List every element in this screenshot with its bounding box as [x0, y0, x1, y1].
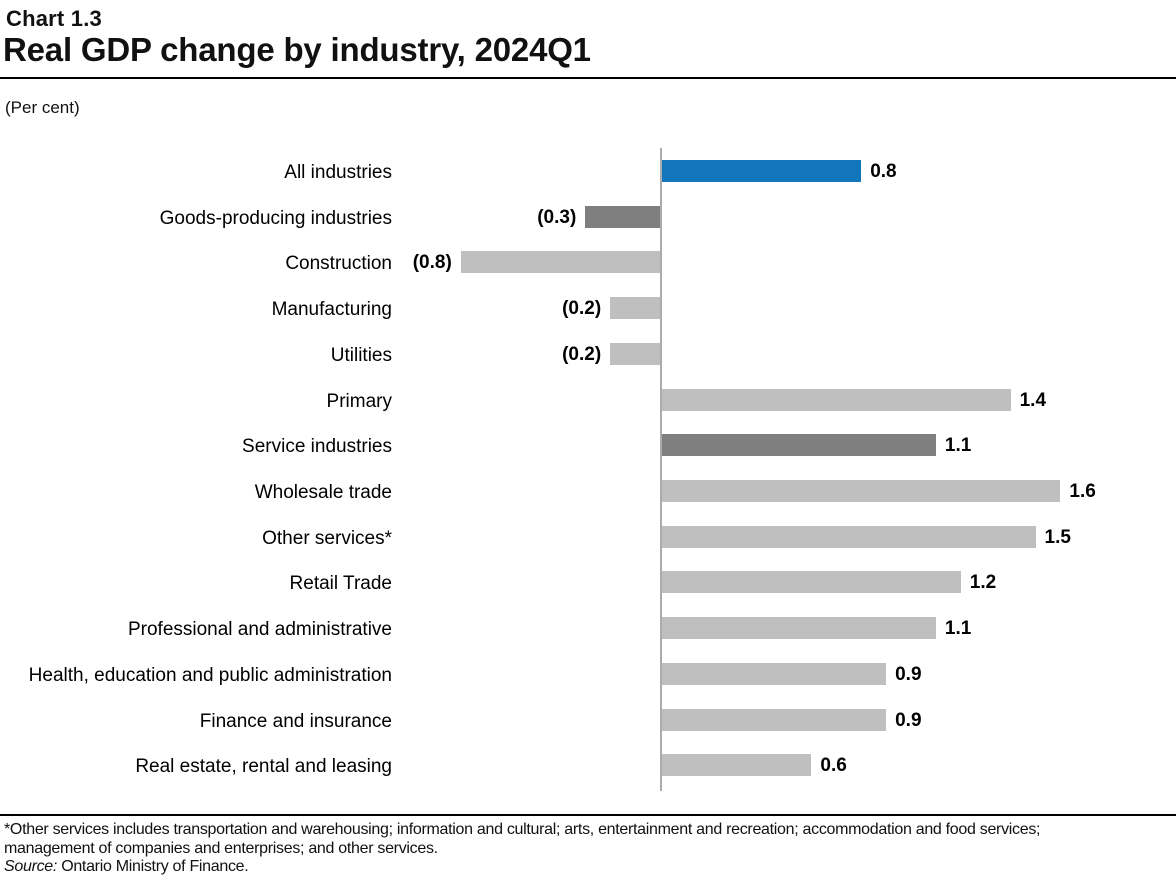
value-label: 1.4	[1019, 389, 1047, 411]
value-label: 0.6	[820, 755, 847, 777]
chart-row: Finance and insurance 0.9	[0, 699, 1176, 745]
chart-row: All industries 0.8	[0, 150, 1176, 196]
chart-row: Health, education and public administrat…	[0, 653, 1176, 699]
chart-number: Chart 1.3	[6, 6, 102, 31]
footnote-divider	[0, 814, 1176, 816]
category-label: Utilities	[330, 344, 392, 366]
value-label: (0.2)	[562, 343, 602, 365]
category-label: Real estate, rental and leasing	[135, 756, 392, 778]
page-title: Real GDP change by industry, 2024Q1	[3, 31, 591, 68]
source-text: Ontario Ministry of Finance.	[57, 858, 249, 875]
chart-row: Other services* 1.5	[0, 516, 1176, 562]
chart-row: Professional and administrative 1.1	[0, 607, 1176, 653]
category-label: All industries	[284, 162, 392, 183]
category-label: Wholesale trade	[254, 481, 392, 503]
chart-row: Utilities (0.2)	[0, 333, 1176, 379]
value-label: 1.1	[944, 435, 972, 457]
value-label: (0.3)	[537, 206, 577, 228]
chart-row: Wholesale trade 1.6	[0, 470, 1176, 516]
category-label: Retail Trade	[289, 573, 392, 595]
bar	[662, 754, 812, 777]
chart-row: Manufacturing (0.2)	[0, 287, 1176, 333]
category-label: Other services*	[262, 527, 392, 549]
bar	[662, 662, 887, 685]
footnote: *Other services includes transportation …	[4, 821, 1172, 877]
bar	[662, 434, 936, 457]
bar	[662, 388, 1011, 411]
value-label: 1.6	[1069, 480, 1096, 502]
chart-row: Construction (0.8)	[0, 241, 1176, 287]
category-label: Professional and administrative	[127, 619, 392, 641]
value-label: (0.8)	[412, 252, 452, 274]
category-label: Primary	[326, 390, 392, 412]
bar-chart: All industries 0.8 Goods-producing industr…	[0, 148, 1176, 791]
value-label: 0.8	[870, 161, 897, 182]
value-label: 1.1	[944, 618, 972, 640]
title-divider	[0, 77, 1176, 79]
bar	[460, 251, 660, 274]
unit-label: (Per cent)	[5, 98, 80, 117]
value-label: 1.2	[969, 572, 997, 594]
chart-row: Retail Trade 1.2	[0, 561, 1176, 607]
source-line: Source: Ontario Ministry of Finance.	[4, 858, 1172, 877]
bar	[610, 342, 660, 365]
bar	[585, 205, 660, 228]
bar	[662, 479, 1061, 502]
zero-axis-line	[660, 148, 662, 791]
category-label: Service industries	[242, 436, 392, 458]
category-label: Construction	[285, 253, 392, 275]
chart-row: Service industries 1.1	[0, 424, 1176, 470]
value-label: 0.9	[895, 709, 922, 731]
bar	[662, 571, 961, 594]
bar	[662, 160, 862, 182]
value-label: 1.5	[1044, 526, 1071, 548]
footnote-line-1: *Other services includes transportation …	[4, 821, 1041, 838]
bar	[662, 525, 1036, 548]
chart-row: Goods-producing industries (0.3)	[0, 196, 1176, 242]
footnote-line-2: management of companies and enterprises;…	[4, 839, 438, 857]
bar	[610, 297, 660, 320]
category-label: Manufacturing	[271, 299, 392, 321]
chart-row: Real estate, rental and leasing 0.6	[0, 744, 1176, 790]
bar	[662, 708, 887, 731]
value-label: 0.9	[895, 663, 922, 685]
value-label: (0.2)	[562, 298, 602, 320]
chart-row: Primary 1.4	[0, 379, 1176, 425]
category-label: Finance and insurance	[199, 710, 392, 732]
bar	[662, 617, 936, 640]
category-label: Goods-producing industries	[159, 207, 392, 229]
category-label: Health, education and public administrat…	[28, 664, 392, 686]
source-label: Source:	[4, 858, 58, 875]
